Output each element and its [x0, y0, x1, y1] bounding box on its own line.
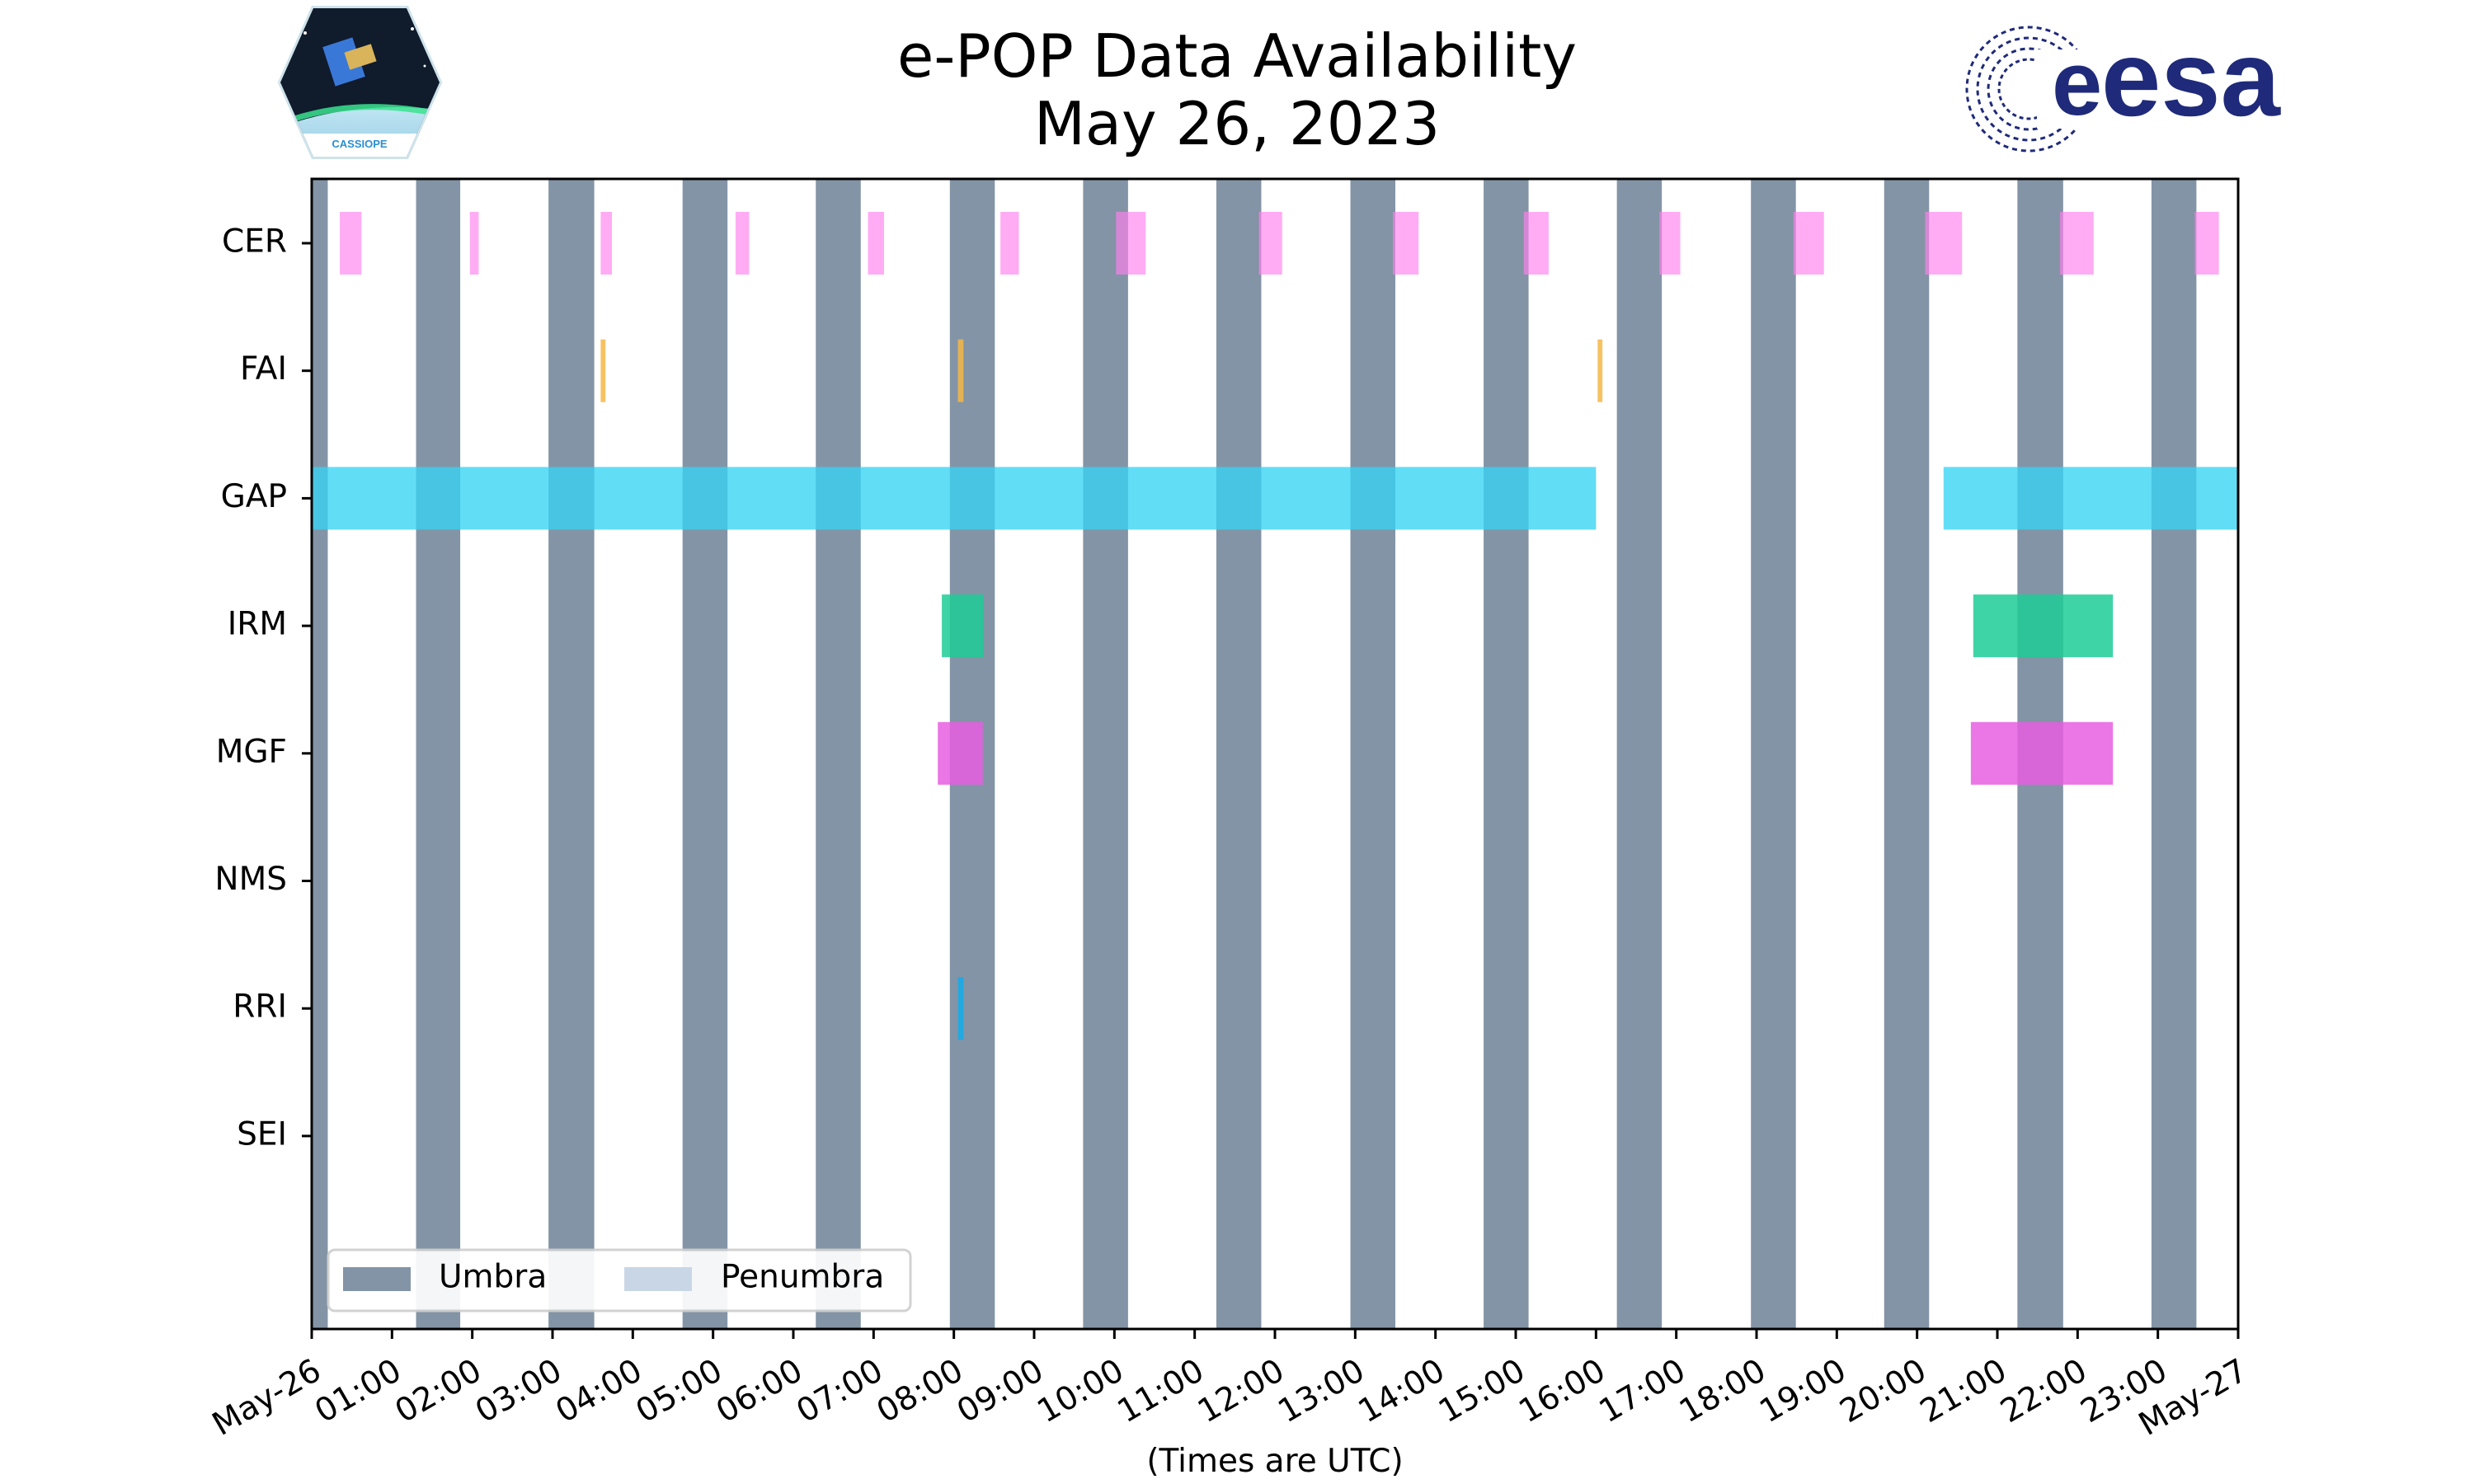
- umbra-band: [816, 179, 861, 1329]
- x-tick-label: 02:00: [389, 1352, 488, 1430]
- umbra-band: [416, 179, 461, 1329]
- y-tick-label-irm: IRM: [228, 606, 287, 643]
- legend-swatch-penumbra: [624, 1267, 692, 1291]
- cer-availability-bar: [1793, 212, 1824, 275]
- cer-availability-bar: [1523, 212, 1549, 275]
- x-tick-label: 12:00: [1192, 1352, 1291, 1430]
- esa-logo: e esa: [1965, 18, 2282, 153]
- x-axis: May-2601:0002:0003:0004:0005:0006:0007:0…: [206, 1329, 2254, 1444]
- cer-availability-bar: [600, 212, 613, 275]
- cer-availability-bar: [1258, 212, 1282, 275]
- irm-availability-bar: [942, 594, 984, 658]
- fai-availability-bar: [600, 339, 606, 402]
- fai-availability-bar: [957, 339, 964, 402]
- gap-availability-bar: [312, 467, 1597, 530]
- x-tick-label: 20:00: [1834, 1352, 1933, 1430]
- legend-label-penumbra: Penumbra: [721, 1259, 884, 1296]
- cassiope-logo-text: CASSIOPE: [332, 138, 388, 150]
- legend: Umbra Penumbra: [327, 1248, 912, 1313]
- x-tick-label: 14:00: [1352, 1352, 1451, 1430]
- gap-availability-bar: [1943, 467, 2238, 530]
- cer-availability-bar: [2059, 212, 2094, 275]
- cer-availability-bar: [1925, 212, 1963, 275]
- cer-availability-bar: [1393, 212, 1419, 275]
- cassiope-logo: CASSIOPE: [277, 6, 443, 159]
- y-tick-label-fai: FAI: [240, 350, 287, 387]
- x-tick-label: 10:00: [1031, 1352, 1130, 1430]
- legend-swatch-umbra: [343, 1267, 411, 1291]
- x-tick-label: 08:00: [871, 1352, 970, 1430]
- cer-availability-bar: [1000, 212, 1019, 275]
- umbra-band: [312, 179, 328, 1329]
- umbra-band: [1083, 179, 1128, 1329]
- x-tick-label: 19:00: [1753, 1352, 1852, 1430]
- umbra-band: [1484, 179, 1529, 1329]
- x-tick-label: 04:00: [549, 1352, 648, 1430]
- umbra-band: [1216, 179, 1262, 1329]
- fai-availability-bar: [1597, 339, 1603, 402]
- x-tick-label: 16:00: [1512, 1352, 1611, 1430]
- x-tick-label: 03:00: [469, 1352, 568, 1430]
- chart-title: e-POP Data Availability: [897, 21, 1577, 91]
- y-tick-label-nms: NMS: [214, 861, 287, 898]
- legend-label-umbra: Umbra: [439, 1259, 547, 1296]
- cer-availability-bar: [340, 212, 362, 275]
- y-tick-label-mgf: MGF: [216, 733, 287, 770]
- x-tick-label: 21:00: [1914, 1352, 2013, 1430]
- mgf-availability-bar: [1970, 721, 2114, 785]
- x-tick-label: 18:00: [1673, 1352, 1772, 1430]
- umbra-bands: [312, 179, 2197, 1329]
- cer-availability-bar: [735, 212, 750, 275]
- y-tick-label-sei: SEI: [237, 1115, 287, 1153]
- x-tick-label: 17:00: [1593, 1352, 1692, 1430]
- esa-logo-e: e: [2052, 33, 2102, 134]
- cer-availability-bar: [868, 212, 884, 275]
- umbra-band: [1751, 179, 1796, 1329]
- cer-availability-bar: [469, 212, 479, 275]
- cer-availability-bar: [1659, 212, 1681, 275]
- legend-box: [327, 1248, 912, 1313]
- x-tick-label: 05:00: [630, 1352, 729, 1430]
- y-tick-label-rri: RRI: [233, 989, 287, 1026]
- umbra-band: [1350, 179, 1395, 1329]
- esa-logo-text: esa: [2101, 18, 2282, 139]
- x-tick-label: 06:00: [710, 1352, 809, 1430]
- x-tick-label: 11:00: [1112, 1352, 1211, 1430]
- y-axis: CER FAI GAP IRM MGF NMS RRI SEI: [214, 223, 312, 1153]
- y-tick-label-cer: CER: [222, 223, 287, 261]
- cer-availability-bar: [2194, 212, 2219, 275]
- umbra-band: [1884, 179, 1930, 1329]
- chart-subtitle: May 26, 2023: [1033, 89, 1441, 158]
- x-tick-label: 13:00: [1272, 1352, 1371, 1430]
- umbra-band: [1616, 179, 1663, 1329]
- y-tick-label-gap: GAP: [221, 478, 287, 515]
- instrument-series: [312, 212, 2238, 1040]
- umbra-band: [682, 179, 728, 1329]
- cer-availability-bar: [1116, 212, 1146, 275]
- x-tick-label: 15:00: [1432, 1352, 1531, 1430]
- umbra-band: [2151, 179, 2197, 1329]
- x-axis-label: (Times are UTC): [1146, 1443, 1403, 1480]
- x-tick-label: 01:00: [308, 1352, 407, 1430]
- x-tick-label: 09:00: [951, 1352, 1050, 1430]
- irm-availability-bar: [1973, 594, 2114, 658]
- mgf-availability-bar: [938, 721, 983, 785]
- x-tick-label: 22:00: [1994, 1352, 2093, 1430]
- umbra-band: [548, 179, 595, 1329]
- rri-availability-bar: [957, 977, 964, 1040]
- x-tick-label: 07:00: [790, 1352, 889, 1430]
